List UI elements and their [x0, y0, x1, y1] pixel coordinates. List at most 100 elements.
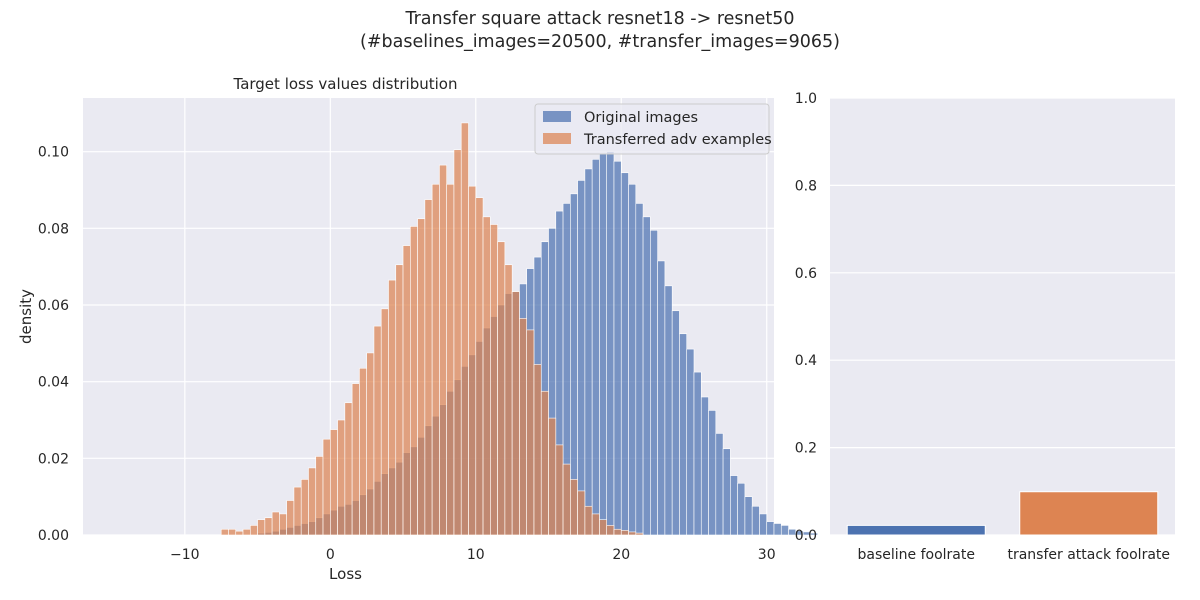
transferred-adv-bar [322, 438, 331, 536]
original-images-bar [642, 216, 651, 536]
transferred-adv-bar [504, 264, 513, 536]
transferred-adv-bar [460, 122, 469, 536]
foolrate-bar-chart: baseline foolrate transfer attack foolrat… [795, 91, 1175, 563]
legend-label-original: Original images [584, 110, 698, 126]
bar-y-tick-label: 0.8 [795, 178, 817, 194]
bar-x-ticks: baseline foolrate transfer attack foolrat… [858, 547, 1171, 563]
histogram-title: Target loss values distribution [233, 75, 458, 93]
transferred-adv-bar [249, 525, 258, 536]
transferred-adv-bar [490, 224, 498, 536]
original-images-bar [722, 448, 731, 536]
transferred-adv-bar [519, 318, 527, 536]
original-images-bar [577, 180, 586, 536]
bar-y-tick-label: 1.0 [795, 91, 817, 107]
y-tick-label: 0.00 [38, 528, 69, 544]
original-images-bar [766, 521, 775, 536]
transferred-adv-bar [395, 264, 404, 536]
transferred-adv-bar [439, 164, 447, 536]
transferred-adv-bar [228, 528, 237, 536]
transferred-adv-bar [628, 531, 637, 536]
transferred-adv-bar [431, 183, 440, 536]
original-images-bar [679, 333, 688, 536]
y-tick-label: 0.04 [38, 375, 69, 391]
transferred-adv-bar [271, 511, 280, 536]
x-tick-label: 30 [758, 547, 776, 563]
transferred-adv-bar [220, 528, 229, 536]
transferred-adv-bar [497, 241, 506, 536]
transferred-adv-bar [373, 325, 382, 536]
transferred-adv-bar [402, 245, 411, 536]
original-images-bar [584, 168, 593, 536]
transferred-adv-bar [424, 199, 433, 536]
figure-title-line2: (#baselines_images=20500, #transfer_imag… [360, 32, 840, 52]
transferred-adv-bar [577, 490, 586, 536]
transferred-adv-bar [337, 419, 346, 536]
histogram-y-label: density [17, 289, 35, 344]
transferred-adv-bar [548, 417, 557, 536]
legend-label-transferred: Transferred adv examples [583, 132, 772, 148]
transferred-adv-bar [388, 279, 397, 536]
transferred-adv-bar [584, 505, 593, 536]
transferred-adv-bar [606, 525, 615, 536]
transferred-adv-bar [613, 528, 622, 536]
histogram-y-ticks: 0.00 0.02 0.04 0.06 0.08 0.10 [38, 145, 69, 544]
legend-swatch-original [543, 111, 571, 122]
bar-y-tick-label: 0.4 [795, 353, 817, 369]
transferred-adv-bar [366, 352, 375, 536]
transferred-adv-bars [220, 122, 644, 536]
bar-y-tick-label: 0.6 [795, 266, 817, 282]
transfer-foolrate-bar [1019, 491, 1159, 536]
y-tick-label: 0.10 [38, 145, 69, 161]
bar-category-label: transfer attack foolrate [1007, 547, 1170, 563]
transferred-adv-bar [286, 500, 295, 536]
original-images-bar [708, 410, 717, 536]
transferred-adv-bar [562, 463, 571, 536]
transferred-adv-bar [599, 519, 608, 536]
original-images-bar [620, 172, 629, 536]
original-images-bar [664, 285, 673, 536]
histogram-x-ticks: −10 0 10 20 30 [170, 547, 776, 563]
transferred-adv-bar [533, 364, 542, 536]
transferred-adv-bar [264, 517, 273, 536]
original-images-bar [730, 475, 738, 536]
original-images-bar [693, 371, 702, 536]
transferred-adv-bar [257, 519, 266, 536]
transferred-adv-bar [446, 183, 455, 536]
histogram-chart: −10 0 10 20 30 0.00 0.02 0.04 0.06 0.08 0.10 Targ… [17, 75, 818, 583]
transferred-adv-bar [315, 456, 324, 536]
original-images-bar [780, 525, 789, 536]
transferred-adv-bar [351, 383, 360, 536]
transferred-adv-bar [570, 479, 578, 536]
original-images-bar [591, 159, 600, 536]
transferred-adv-bar [526, 329, 535, 536]
bar-y-ticks: 0.0 0.2 0.4 0.6 0.8 1.0 [795, 91, 817, 544]
transferred-adv-bar [555, 444, 564, 536]
original-images-bar [635, 203, 644, 536]
transferred-adv-bar [417, 218, 426, 536]
transferred-adv-bar [235, 530, 244, 536]
transferred-adv-bar [620, 530, 629, 536]
transferred-adv-bar [380, 308, 389, 536]
transferred-adv-bar [308, 467, 317, 536]
transferred-adv-bar [468, 185, 477, 536]
original-images-bar [773, 523, 782, 536]
x-tick-label: 10 [467, 547, 485, 563]
histogram-x-label: Loss [329, 565, 362, 583]
original-images-bar [715, 433, 724, 536]
original-images-bar [810, 532, 818, 536]
bar-y-tick-label: 0.2 [795, 441, 817, 457]
transferred-adv-bar [330, 429, 338, 536]
foolrate-bars [846, 491, 1159, 536]
original-images-bar [700, 396, 709, 536]
y-tick-label: 0.08 [38, 221, 69, 237]
original-images-bar [686, 348, 695, 536]
transferred-adv-bar [475, 197, 484, 536]
original-images-bar [650, 229, 658, 536]
legend-frame [534, 103, 770, 155]
histogram-legend: Original images Transferred adv examples [534, 103, 772, 155]
figure-title-line1: Transfer square attack resnet18 -> resne… [405, 9, 795, 29]
x-tick-label: 0 [326, 547, 335, 563]
original-images-bar [751, 505, 760, 536]
transferred-adv-bar [511, 291, 520, 536]
